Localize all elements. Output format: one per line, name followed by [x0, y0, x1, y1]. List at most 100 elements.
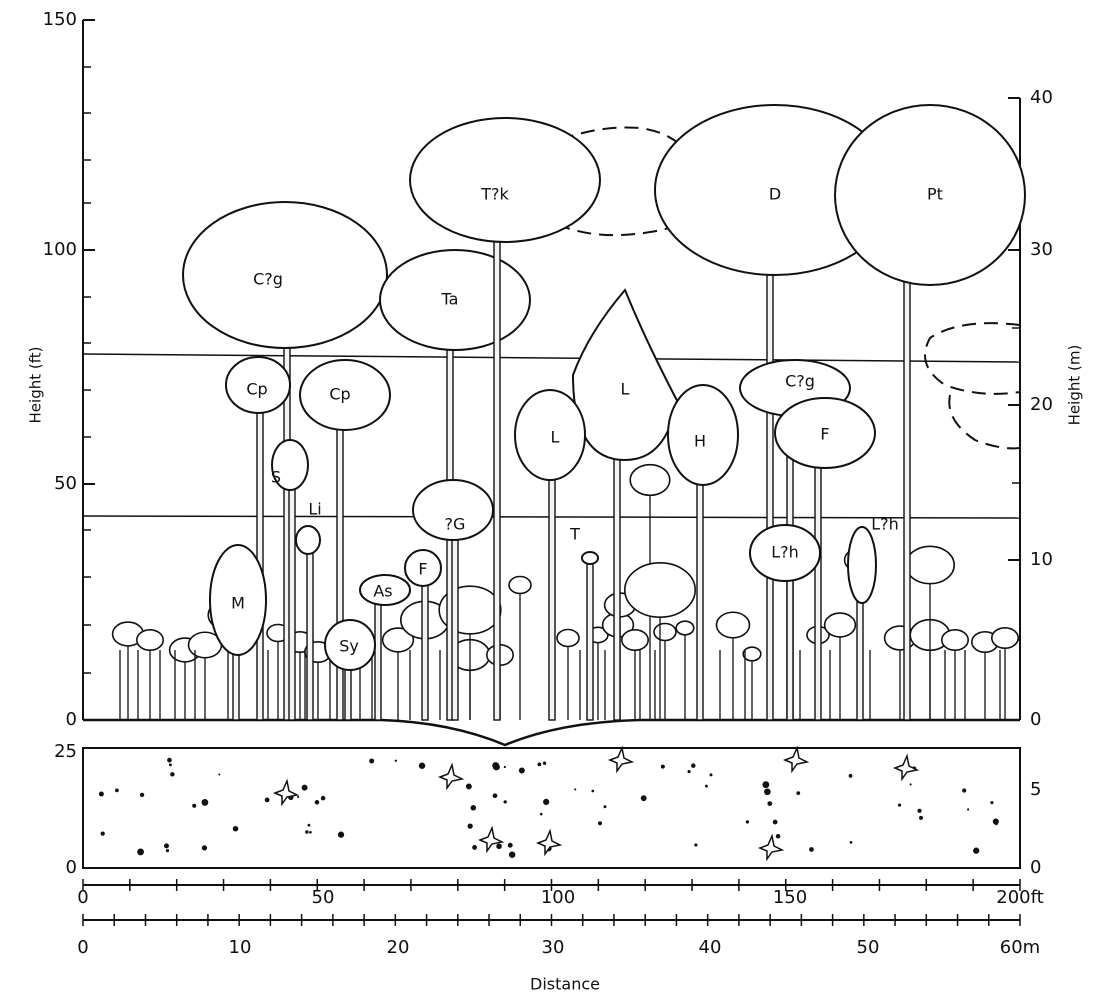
- trunk: [549, 476, 555, 720]
- trunk: [289, 486, 295, 720]
- shrub: [654, 624, 676, 641]
- spot: [967, 808, 969, 810]
- ground: [83, 720, 1020, 745]
- tick-label: 50: [54, 473, 77, 494]
- trunk: [494, 238, 500, 720]
- trunk: [375, 601, 381, 720]
- tick-label: 10: [229, 937, 252, 958]
- tick-label: 10: [1030, 549, 1053, 570]
- tick-label: 0: [1030, 857, 1041, 878]
- spot: [265, 798, 270, 803]
- tick-label: 20: [1030, 394, 1053, 415]
- spot: [809, 847, 814, 852]
- tick-label: 60m: [1000, 937, 1040, 958]
- trunk: [904, 281, 910, 720]
- tree-label: L: [551, 428, 560, 447]
- tree-label: As: [373, 582, 392, 601]
- tree-label: L?h: [771, 543, 799, 562]
- shrub: [825, 613, 856, 637]
- tick-label: 40: [699, 937, 722, 958]
- ground-plan: [83, 748, 1020, 868]
- trunk: [767, 271, 773, 720]
- spot: [962, 788, 966, 792]
- spot: [302, 785, 308, 791]
- tree-label: L?h: [871, 515, 899, 534]
- forest-profile: Height (ft) Height (m) Distance 15010050…: [0, 0, 1093, 997]
- spot: [910, 783, 912, 785]
- tick-label: 0: [77, 937, 88, 958]
- tree-label: Ta: [441, 290, 459, 309]
- spot: [202, 845, 207, 850]
- tick-label: 100: [541, 887, 575, 908]
- crown: [296, 526, 320, 554]
- spot: [140, 793, 144, 797]
- tree-label: C?g: [785, 372, 815, 391]
- crown: [573, 290, 677, 460]
- spot: [543, 762, 546, 765]
- spot: [419, 763, 425, 769]
- spot: [688, 770, 691, 773]
- trunk: [787, 577, 793, 720]
- spot: [308, 824, 311, 827]
- tree-label: H: [694, 432, 706, 451]
- spot: [509, 851, 515, 857]
- spot: [468, 823, 473, 828]
- spot: [218, 773, 220, 775]
- trunk: [307, 550, 313, 720]
- trunk: [452, 536, 458, 720]
- spot: [764, 788, 771, 795]
- tick-label: 30: [542, 937, 565, 958]
- star: [610, 748, 632, 771]
- tree-label: T: [569, 525, 580, 544]
- shrub: [137, 630, 163, 650]
- spot: [504, 766, 506, 768]
- spot: [492, 762, 499, 769]
- shrub: [622, 630, 648, 650]
- tree-label: ?G: [445, 515, 466, 534]
- spot: [369, 758, 374, 763]
- tick-label: 0: [1030, 709, 1041, 730]
- tick-label: 150: [773, 887, 807, 908]
- spot: [309, 831, 312, 834]
- spot: [321, 796, 326, 801]
- tick-label: 50: [312, 887, 335, 908]
- tree-label: L: [621, 380, 630, 399]
- trunk: [815, 464, 821, 720]
- tick-label: 150: [43, 9, 77, 30]
- trunk: [337, 426, 343, 720]
- spot: [115, 788, 119, 792]
- spot: [493, 793, 498, 798]
- spot: [338, 832, 344, 838]
- spot: [519, 768, 525, 774]
- spot: [767, 801, 772, 806]
- spot: [472, 845, 477, 850]
- trunk: [697, 481, 703, 720]
- spot: [297, 796, 299, 798]
- spot: [898, 803, 901, 806]
- shrub: [992, 628, 1018, 648]
- spot: [170, 772, 174, 776]
- shrub: [557, 630, 579, 647]
- shrub: [625, 563, 695, 617]
- spot: [796, 791, 800, 795]
- spot: [508, 843, 513, 848]
- tree-label: S: [271, 468, 281, 487]
- spot: [776, 834, 781, 839]
- dashed-crown: [949, 395, 1020, 448]
- tick-label: 20: [387, 937, 410, 958]
- spot: [990, 801, 993, 804]
- spot: [233, 826, 238, 831]
- trunk: [587, 560, 593, 720]
- spot: [166, 849, 169, 852]
- spot: [537, 763, 541, 767]
- spot: [395, 760, 397, 762]
- crown: [848, 527, 876, 603]
- spot: [471, 805, 477, 811]
- trunk: [857, 599, 863, 720]
- spot: [137, 848, 144, 855]
- tree-label: Sy: [339, 637, 359, 656]
- spot: [919, 816, 923, 820]
- tree-label: F: [820, 425, 829, 444]
- tree-label: Cp: [329, 385, 350, 404]
- tick-label: 0: [66, 709, 77, 730]
